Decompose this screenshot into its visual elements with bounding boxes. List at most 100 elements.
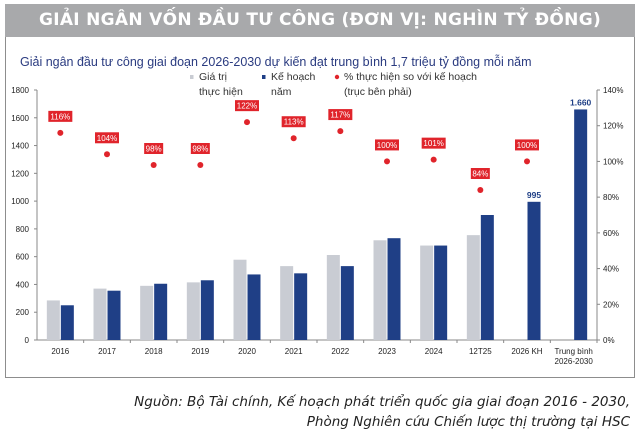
pct-label-box bbox=[48, 110, 73, 122]
pct-dot bbox=[524, 158, 530, 165]
y2-tick-label: 140% bbox=[603, 86, 623, 95]
legend-label: năm bbox=[271, 86, 292, 98]
pct-label-box bbox=[328, 109, 353, 121]
y-tick-label: 0 bbox=[25, 336, 30, 345]
bar-data-label: 995 bbox=[527, 190, 541, 200]
x-tick-label: Trung bình bbox=[554, 347, 592, 356]
legend-swatch bbox=[262, 75, 266, 79]
pct-label: 104% bbox=[97, 134, 117, 143]
pct-label-box bbox=[470, 168, 490, 179]
bar-actual bbox=[233, 259, 247, 340]
pct-dot bbox=[430, 156, 437, 163]
bar-actual bbox=[280, 266, 294, 340]
chart-subtitle: Giải ngân đầu tư công giai đoạn 2026-203… bbox=[20, 55, 532, 69]
source-line-2: Phòng Nghiên cứu Chiến lược thị trường t… bbox=[306, 414, 630, 430]
pct-label: 98% bbox=[192, 145, 208, 154]
pct-label-box bbox=[144, 143, 164, 154]
x-tick-label: 2026-2030 bbox=[555, 357, 594, 366]
bar-plan bbox=[154, 283, 168, 340]
legend-label: % thực hiện so với kế hoạch bbox=[344, 71, 477, 83]
y-tick-label: 800 bbox=[16, 225, 30, 234]
pct-dot bbox=[57, 129, 64, 136]
bar-plan bbox=[480, 215, 494, 340]
bar-actual bbox=[373, 240, 387, 340]
y2-tick-label: 60% bbox=[603, 229, 619, 238]
x-tick-label: 12T25 bbox=[469, 347, 492, 356]
y-tick-label: 1000 bbox=[11, 197, 29, 206]
bar-plan bbox=[340, 266, 354, 340]
legend-swatch bbox=[334, 74, 340, 80]
x-tick-label: 2022 bbox=[331, 347, 349, 356]
pct-label: 100% bbox=[377, 141, 397, 150]
chart-title: GIẢI NGÂN VỐN ĐẦU TƯ CÔNG (ĐƠN VỊ: NGHÌN… bbox=[5, 4, 635, 37]
y2-tick-label: 120% bbox=[603, 122, 623, 131]
bar-plan bbox=[247, 274, 261, 340]
pct-label-box bbox=[515, 139, 539, 151]
pct-label: 101% bbox=[423, 139, 443, 148]
bar-actual bbox=[140, 285, 154, 340]
pct-dot bbox=[337, 128, 344, 135]
legend-label: (trục bên phải) bbox=[344, 86, 412, 98]
y-tick-label: 200 bbox=[16, 308, 30, 317]
x-tick-label: 2024 bbox=[425, 347, 443, 356]
x-tick-label: 2016 bbox=[51, 347, 69, 356]
pct-dot bbox=[150, 162, 157, 168]
bar-data-label: 1.660 bbox=[570, 97, 592, 107]
bar-plan bbox=[294, 273, 308, 340]
bar-plan bbox=[434, 245, 448, 340]
source-note: Nguồn: Bộ Tài chính, Kế hoạch phát triển… bbox=[134, 392, 630, 432]
chart-frame bbox=[5, 37, 635, 378]
pct-label: 116% bbox=[50, 112, 70, 121]
legend-label: Giá trị bbox=[199, 71, 227, 83]
pct-dot bbox=[384, 158, 390, 165]
pct-dot bbox=[290, 135, 297, 142]
pct-dot bbox=[104, 151, 110, 158]
legend-swatch bbox=[190, 75, 194, 79]
pct-label-box bbox=[375, 139, 399, 151]
pct-label-box bbox=[95, 132, 119, 144]
y-tick-label: 1800 bbox=[11, 86, 29, 95]
x-tick-label: 2026 KH bbox=[511, 347, 542, 356]
bar-plan bbox=[60, 305, 74, 340]
source-line-1: Nguồn: Bộ Tài chính, Kế hoạch phát triển… bbox=[134, 394, 630, 410]
pct-label-box bbox=[421, 137, 446, 149]
legend-label: Kế hoạch bbox=[271, 71, 316, 83]
pct-label-box bbox=[235, 100, 259, 112]
bar-actual bbox=[466, 235, 480, 340]
bar-plan bbox=[527, 201, 541, 340]
pct-label: 98% bbox=[146, 145, 162, 154]
pct-label: 84% bbox=[472, 170, 488, 179]
y-tick-label: 1200 bbox=[11, 169, 29, 178]
y-tick-label: 600 bbox=[16, 253, 30, 262]
y2-tick-label: 100% bbox=[603, 157, 623, 166]
bar-actual bbox=[420, 245, 434, 340]
bar-plan bbox=[387, 238, 401, 340]
pct-label: 100% bbox=[517, 141, 537, 150]
pct-dot bbox=[197, 162, 204, 168]
pct-label-box bbox=[190, 143, 210, 154]
pct-label: 122% bbox=[237, 102, 257, 111]
y2-tick-label: 80% bbox=[603, 193, 619, 202]
legend-label: thực hiện bbox=[199, 86, 243, 98]
bar-actual bbox=[186, 282, 200, 340]
x-tick-label: 2017 bbox=[98, 347, 116, 356]
y2-tick-label: 20% bbox=[603, 300, 619, 309]
pct-label: 113% bbox=[284, 118, 304, 127]
x-tick-label: 2021 bbox=[285, 347, 303, 356]
y-tick-label: 1600 bbox=[11, 114, 29, 123]
x-tick-label: 2023 bbox=[378, 347, 396, 356]
pct-label-box bbox=[281, 116, 306, 128]
x-tick-label: 2019 bbox=[191, 347, 209, 356]
pct-label: 117% bbox=[330, 111, 350, 120]
bar-plan bbox=[107, 290, 121, 340]
x-tick-label: 2018 bbox=[145, 347, 163, 356]
y2-tick-label: 0% bbox=[603, 336, 615, 345]
x-tick-label: 2020 bbox=[238, 347, 256, 356]
y-tick-label: 1400 bbox=[11, 142, 29, 151]
y2-tick-label: 40% bbox=[603, 265, 619, 274]
bar-plan bbox=[574, 109, 588, 340]
bar-actual bbox=[46, 300, 60, 340]
bar-plan bbox=[200, 280, 214, 340]
